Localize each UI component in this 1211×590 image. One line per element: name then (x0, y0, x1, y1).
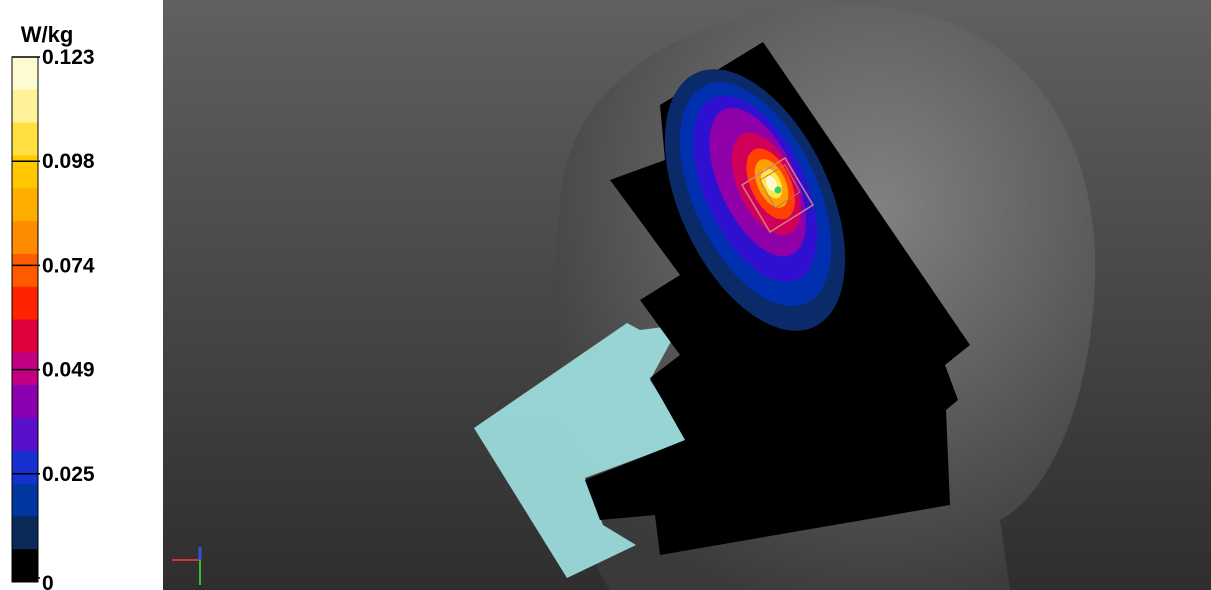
colorbar-segment (12, 253, 38, 288)
colorbar-segment (12, 417, 38, 452)
colorbar-segment (12, 450, 38, 485)
colorbar-ticks: 0.123 0.098 0.074 0.049 0.025 0 (12, 46, 95, 590)
tick-label: 0.025 (42, 463, 95, 486)
colorbar-segment (12, 89, 38, 124)
peak-marker (774, 186, 782, 194)
colorbar-segment (12, 155, 38, 189)
colorbar-segment (12, 122, 38, 156)
scan-area-coarse (474, 323, 688, 578)
colorbar-segment (12, 483, 38, 517)
colorbar-segment (12, 319, 38, 353)
colorbar-segment (12, 286, 38, 320)
tick-label: 0 (42, 572, 54, 590)
colorbar-segment (12, 221, 38, 255)
colorbar-segment (12, 57, 38, 91)
tick-label: 0.098 (42, 150, 95, 173)
colorbar-segment (12, 188, 38, 222)
colorbar-unit: W/kg (21, 22, 74, 47)
zoom-cube-inner (759, 164, 801, 209)
3d-view (163, 0, 1211, 590)
axis-triad (172, 547, 202, 585)
colorbar (11, 56, 39, 583)
tick-label: 0.074 (42, 254, 95, 277)
zoom-cube (740, 156, 815, 234)
colorbar-segment (12, 385, 38, 419)
colorbar-segment (12, 549, 38, 583)
tick-label: 0.123 (42, 46, 95, 69)
tick-label: 0.049 (42, 359, 95, 382)
colorbar-segment (12, 516, 38, 550)
